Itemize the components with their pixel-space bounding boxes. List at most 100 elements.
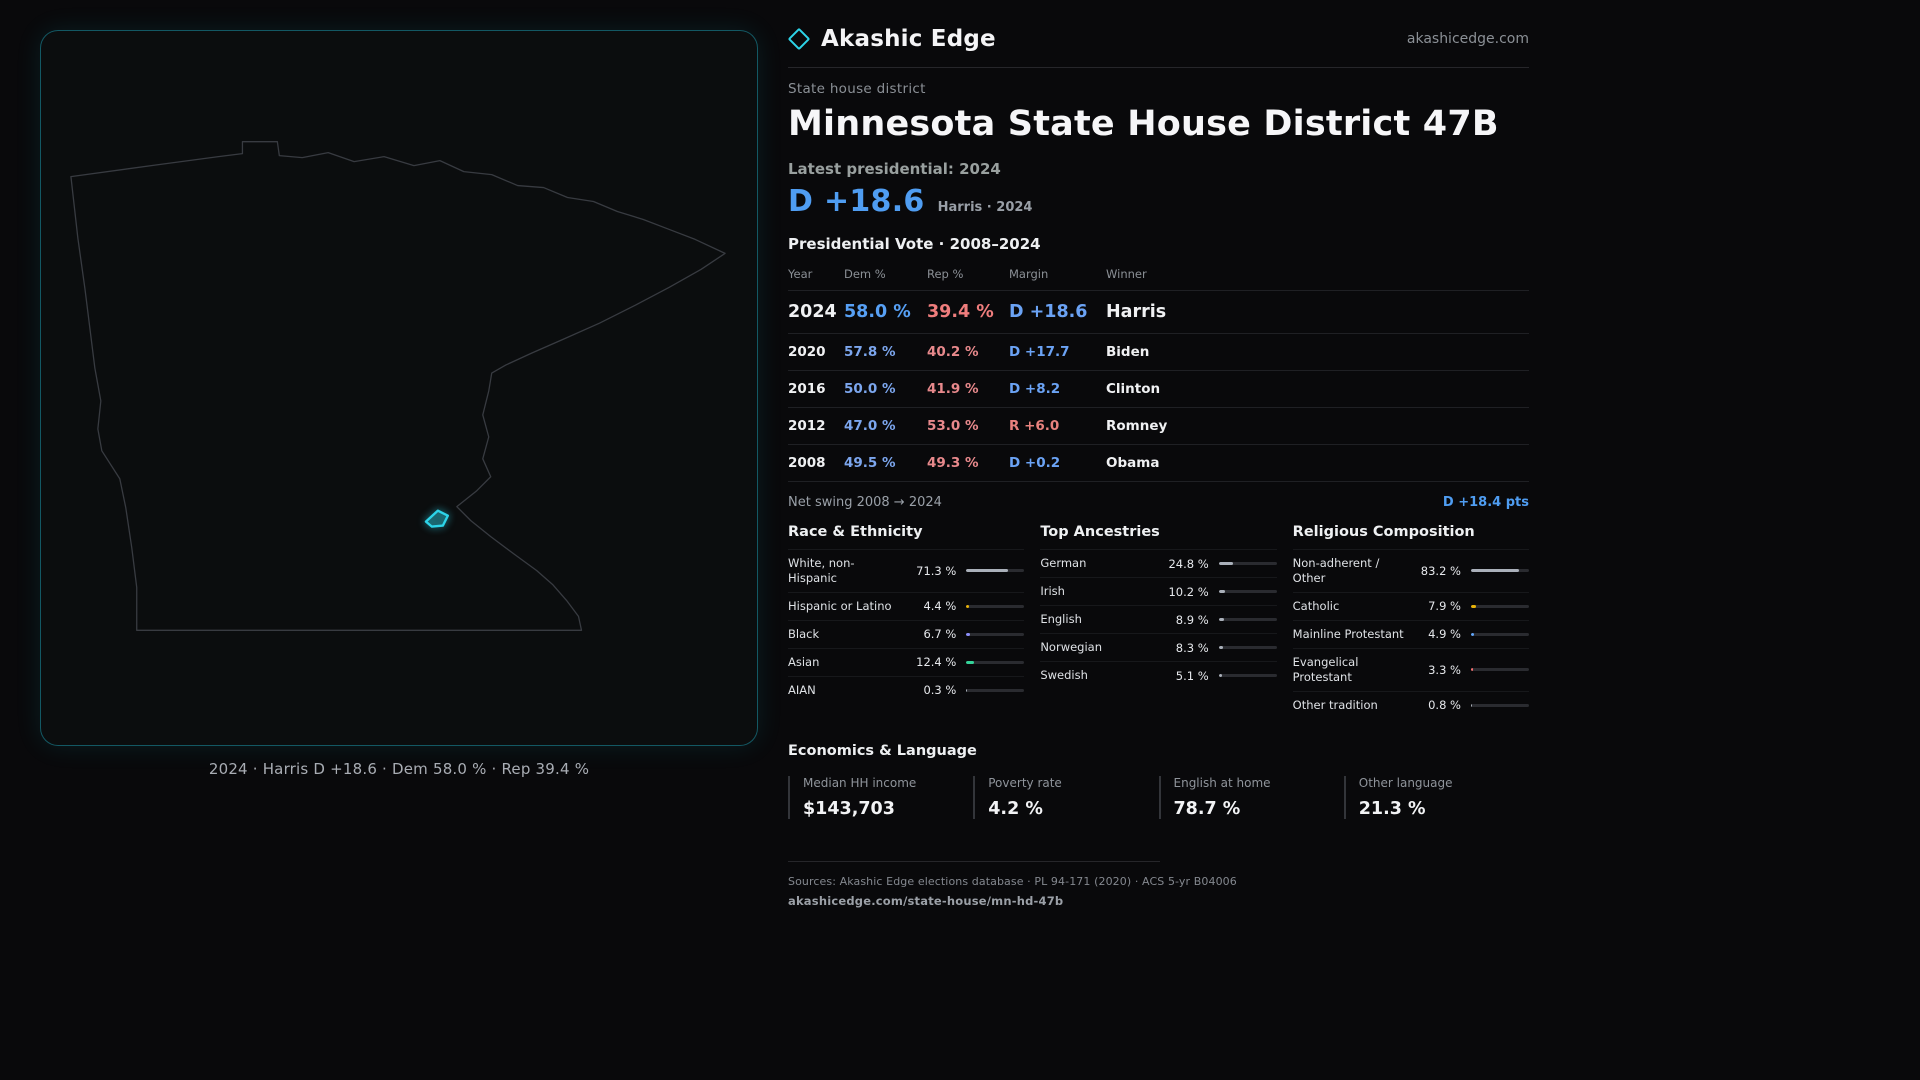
brand-domain-link[interactable]: akashicedge.com xyxy=(1406,31,1529,47)
minnesota-outline xyxy=(70,141,726,631)
demo-label: German xyxy=(1040,556,1087,571)
demo-value: 12.4 % xyxy=(916,655,957,670)
demo-row: Catholic 7.9 % xyxy=(1292,591,1529,620)
demo-bar xyxy=(966,632,1025,636)
footer-divider xyxy=(788,860,1160,862)
winner-cell: Obama xyxy=(1106,455,1160,471)
demo-row: Non-adherent / Other 83.2 % xyxy=(1292,549,1529,592)
margin-cell: D +17.7 xyxy=(1009,344,1070,360)
year-cell: 2024 xyxy=(788,302,837,322)
col-winner: Winner xyxy=(1106,267,1147,281)
vote-table: Year Dem % Rep % Margin Winner 2024 58.0… xyxy=(788,259,1529,482)
winner-cell: Romney xyxy=(1106,418,1168,434)
winner-cell: Clinton xyxy=(1106,381,1161,397)
brand-name: Akashic Edge xyxy=(821,26,996,52)
rep-cell: 53.0 % xyxy=(927,418,979,434)
demo-value: 8.3 % xyxy=(1175,640,1209,655)
table-row-2020: 2020 57.8 % 40.2 % D +17.7 Biden xyxy=(788,334,1529,371)
demo-value: 7.9 % xyxy=(1428,599,1461,614)
demographics-grid: Race & Ethnicity White, non-Hispanic 71.… xyxy=(788,524,1529,719)
demo-bar xyxy=(966,660,1025,664)
demo-row: Asian 12.4 % xyxy=(788,647,1025,676)
map-caption: 2024 · Harris D +18.6 · Dem 58.0 % · Rep… xyxy=(208,760,590,778)
stat-value: $143,703 xyxy=(803,798,895,819)
economics-grid: Median HH income $143,703 Poverty rate 4… xyxy=(788,775,1529,819)
stat-value: 78.7 % xyxy=(1173,798,1241,819)
demo-row: Norwegian 8.3 % xyxy=(1040,633,1277,661)
brand-diamond-icon xyxy=(787,27,811,51)
demo-row: Hispanic or Latino 4.4 % xyxy=(788,591,1025,620)
col-rep: Rep % xyxy=(927,267,964,281)
demo-bar xyxy=(1470,668,1529,672)
demo-label: Asian xyxy=(788,654,820,669)
demo-value: 0.8 % xyxy=(1428,698,1461,713)
demo-label: English xyxy=(1040,612,1082,627)
map-section: 2024 · Harris D +18.6 · Dem 58.0 % · Rep… xyxy=(40,30,758,778)
demo-value: 4.4 % xyxy=(923,599,957,614)
demo-value: 83.2 % xyxy=(1420,563,1461,578)
footer: Sources: Akashic Edge elections database… xyxy=(788,860,1529,909)
permalink[interactable]: akashicedge.com/state-house/mn-hd-47b xyxy=(788,893,1064,908)
demo-value: 6.7 % xyxy=(923,627,957,642)
demo-label: Black xyxy=(788,626,820,641)
demo-label: Hispanic or Latino xyxy=(788,598,892,613)
demo-value: 8.9 % xyxy=(1175,612,1209,627)
year-cell: 2012 xyxy=(788,418,826,434)
stat-label: Poverty rate xyxy=(988,775,1062,790)
net-swing-label: Net swing 2008 → 2024 xyxy=(788,495,942,510)
net-swing-row: Net swing 2008 → 2024 D +18.4 pts xyxy=(788,482,1529,510)
margin-cell: D +0.2 xyxy=(1009,455,1061,471)
ancestries-title: Top Ancestries xyxy=(1040,524,1160,540)
demo-bar xyxy=(1218,646,1277,649)
detail-panel: Akashic Edge akashicedge.com State house… xyxy=(787,26,1529,909)
economics-title: Economics & Language xyxy=(788,742,977,759)
demo-value: 71.3 % xyxy=(916,563,957,578)
stat-label: English at home xyxy=(1173,775,1271,790)
col-margin: Margin xyxy=(1009,267,1049,281)
headline-margin-row: D +18.6 Harris · 2024 xyxy=(788,184,1529,219)
headline-margin-sub: Harris · 2024 xyxy=(937,200,1033,215)
demo-label: Irish xyxy=(1040,584,1065,599)
demo-bar xyxy=(966,688,1025,692)
demo-label: Non-adherent / Other xyxy=(1292,556,1380,585)
demo-label: Mainline Protestant xyxy=(1292,626,1404,641)
stat-english-at-home: English at home 78.7 % xyxy=(1158,775,1344,819)
vote-table-header: Year Dem % Rep % Margin Winner xyxy=(788,259,1529,291)
race-ethnicity-column: Race & Ethnicity White, non-Hispanic 71.… xyxy=(788,524,1025,719)
winner-cell: Biden xyxy=(1106,344,1150,360)
rep-cell: 39.4 % xyxy=(927,302,994,322)
dem-cell: 50.0 % xyxy=(844,381,896,397)
ancestries-column: Top Ancestries German 24.8 % Irish 10.2 … xyxy=(1040,524,1277,719)
dem-cell: 58.0 % xyxy=(844,302,911,322)
highlighted-district-shape[interactable] xyxy=(424,509,450,528)
demo-row: AIAN 0.3 % xyxy=(788,675,1025,704)
demo-value: 5.1 % xyxy=(1175,668,1209,683)
demo-label: Evangelical Protestant xyxy=(1292,654,1359,684)
demo-bar xyxy=(966,569,1025,573)
dem-cell: 49.5 % xyxy=(844,455,896,471)
demo-value: 3.3 % xyxy=(1428,662,1461,677)
table-row-2008: 2008 49.5 % 49.3 % D +0.2 Obama xyxy=(788,445,1529,482)
margin-cell: D +18.6 xyxy=(1009,302,1088,322)
demo-row: Evangelical Protestant 3.3 % xyxy=(1292,647,1529,691)
stat-value: 4.2 % xyxy=(988,798,1043,819)
headline-margin-value: D +18.6 xyxy=(788,184,925,219)
demo-value: 10.2 % xyxy=(1168,584,1209,599)
demo-value: 0.3 % xyxy=(923,683,957,698)
demo-row: English 8.9 % xyxy=(1040,605,1277,633)
table-row-2016: 2016 50.0 % 41.9 % D +8.2 Clinton xyxy=(788,371,1529,408)
table-row-2012: 2012 47.0 % 53.0 % R +6.0 Romney xyxy=(788,408,1529,445)
demo-bar xyxy=(1218,674,1277,677)
dem-cell: 57.8 % xyxy=(844,344,896,360)
rep-cell: 40.2 % xyxy=(927,344,979,360)
demo-bar xyxy=(1218,590,1277,593)
stat-median-income: Median HH income $143,703 xyxy=(788,775,973,819)
latest-presidential-label: Latest presidential: 2024 xyxy=(788,160,1001,178)
demo-bar xyxy=(1470,604,1529,608)
stat-other-language: Other language 21.3 % xyxy=(1343,775,1529,819)
rep-cell: 41.9 % xyxy=(927,381,979,397)
stat-value: 21.3 % xyxy=(1358,798,1426,819)
demo-value: 4.9 % xyxy=(1428,627,1461,642)
demo-label: AIAN xyxy=(788,682,816,697)
winner-cell: Harris xyxy=(1106,302,1167,322)
